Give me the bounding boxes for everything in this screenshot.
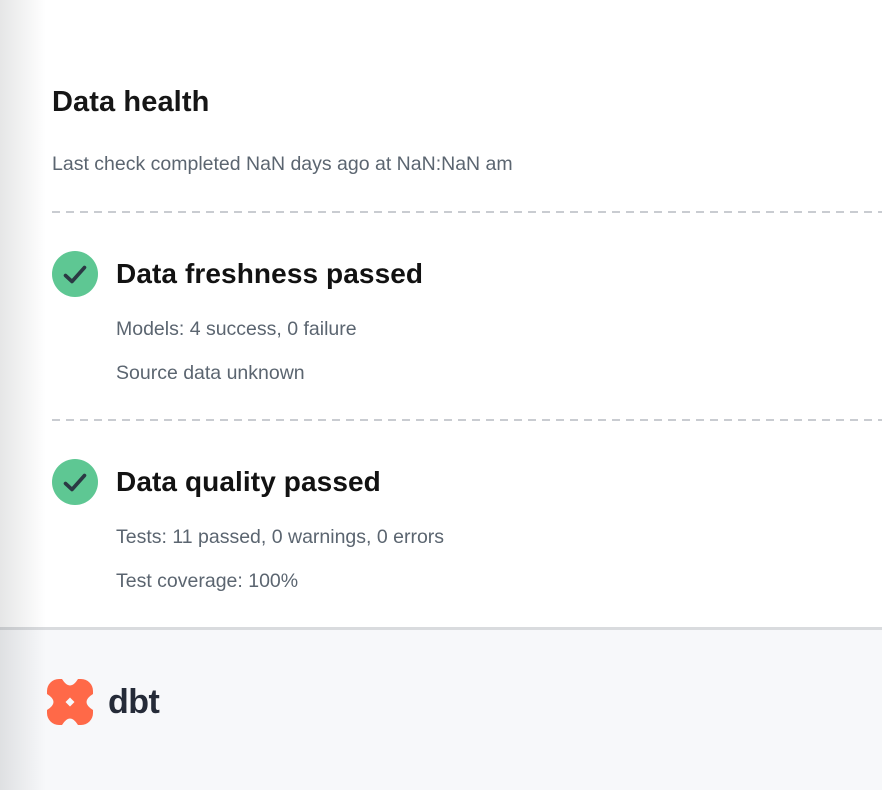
- check-details: Tests: 11 passed, 0 warnings, 0 errors T…: [116, 525, 882, 593]
- dashed-divider: [52, 419, 882, 421]
- check-header: Data quality passed: [52, 459, 882, 505]
- dbt-logo-icon: [47, 679, 93, 725]
- check-detail: Models: 4 success, 0 failure: [116, 318, 357, 340]
- check-title: Data freshness passed: [116, 258, 424, 289]
- last-check-status: Last check completed NaN days ago at NaN…: [52, 153, 513, 175]
- check-details: Models: 4 success, 0 failure Source data…: [116, 317, 882, 385]
- check-header: Data freshness passed: [52, 251, 882, 297]
- check-section-freshness: Data freshness passed Models: 4 success,…: [52, 251, 882, 385]
- check-detail: Test coverage: 100%: [116, 570, 299, 592]
- dashed-divider: [52, 211, 882, 213]
- check-circle-icon: [52, 459, 98, 505]
- check-detail: Source data unknown: [116, 362, 305, 384]
- main-content: Data health Last check completed NaN day…: [52, 86, 882, 593]
- check-title: Data quality passed: [116, 466, 381, 497]
- check-circle-icon: [52, 251, 98, 297]
- check-section-quality: Data quality passed Tests: 11 passed, 0 …: [52, 459, 882, 593]
- dbt-wordmark: dbt: [108, 683, 160, 721]
- check-detail: Tests: 11 passed, 0 warnings, 0 errors: [116, 526, 445, 548]
- dbt-logo: dbt: [0, 630, 882, 727]
- page-title: Data health: [52, 86, 210, 118]
- footer: dbt: [0, 627, 882, 790]
